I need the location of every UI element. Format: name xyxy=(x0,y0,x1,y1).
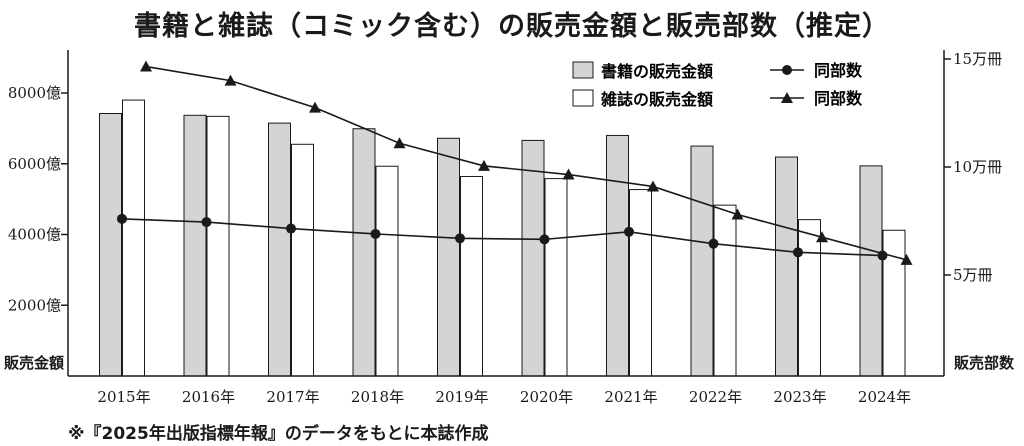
y-tick-label-left: 8000億 xyxy=(8,84,61,102)
magazine-copies-point xyxy=(900,253,913,265)
x-tick-label: 2022年 xyxy=(689,388,742,406)
magazine-sales-bar xyxy=(882,229,906,377)
book-copies-point xyxy=(539,234,550,245)
magazine-sales-bar xyxy=(798,219,821,377)
x-tick-label: 2021年 xyxy=(604,388,657,406)
book-sales-bar xyxy=(352,128,376,377)
x-tick-label: 2018年 xyxy=(351,388,404,406)
book-copies-point xyxy=(117,213,127,224)
magazine-copies-point xyxy=(393,137,406,149)
magazine-copies-point xyxy=(647,180,659,192)
book-sales-bar xyxy=(775,156,798,377)
legend-swatch xyxy=(572,89,594,107)
book-copies-point xyxy=(455,233,465,244)
magazine-copies-point xyxy=(224,74,237,86)
footnote: ※『2025年出版指標年報』のデータをもとに本誌作成 xyxy=(68,424,489,444)
legend-label: 雑誌の販売金額 xyxy=(600,90,713,109)
book-sales-bar xyxy=(859,165,883,377)
magazine-sales-bar xyxy=(291,143,314,377)
x-tick-label: 2024年 xyxy=(858,388,911,406)
legend-label: 同部数 xyxy=(814,61,863,80)
book-copies-point xyxy=(877,250,888,261)
magazine-sales-bar xyxy=(122,99,145,377)
magazine-copies-point xyxy=(816,231,828,243)
book-copies-point xyxy=(793,247,803,258)
magazine-copies-point xyxy=(140,60,152,72)
x-tick-label: 2015年 xyxy=(97,388,150,406)
x-tick-label: 2019年 xyxy=(435,388,488,406)
y-tick-label-right: 15万冊 xyxy=(953,50,1002,68)
y-tick-label-right: 5万冊 xyxy=(953,266,993,284)
chart-title: 書籍と雑誌（コミック含む）の販売金額と販売部数（推定） xyxy=(134,11,890,42)
book-sales-bar xyxy=(183,114,207,377)
magazine-sales-bar xyxy=(544,178,568,377)
legend-swatch xyxy=(572,61,594,79)
book-sales-bar xyxy=(521,139,545,377)
y-tick-label-left: 2000億 xyxy=(8,296,61,314)
magazine-sales-bar xyxy=(375,165,399,377)
magazine-copies-point xyxy=(309,101,321,113)
magazine-sales-bar xyxy=(629,189,652,377)
x-tick-label: 2016年 xyxy=(182,388,235,406)
y-tick-label-right: 10万冊 xyxy=(953,158,1002,176)
book-sales-bar xyxy=(690,145,714,377)
x-tick-label: 2017年 xyxy=(266,388,319,406)
y-tick-label-left: 6000億 xyxy=(8,155,61,173)
y-axis-label-right: 販売部数 xyxy=(954,354,1015,372)
y-axis-label-left: 販売金額 xyxy=(4,354,65,372)
book-copies-point xyxy=(624,226,634,237)
magazine-copies-point xyxy=(562,168,575,180)
book-copies-line xyxy=(121,218,883,257)
magazine-copies-point xyxy=(731,208,744,220)
legend-marker xyxy=(782,65,792,75)
y-tick-label-left: 4000億 xyxy=(8,226,61,244)
book-sales-bar xyxy=(268,122,291,377)
legend-marker xyxy=(781,92,793,103)
magazine-sales-bar xyxy=(460,175,483,377)
book-sales-bar xyxy=(99,113,122,377)
magazine-sales-bar xyxy=(206,115,230,377)
x-tick-label: 2020年 xyxy=(520,388,573,406)
x-tick-label: 2023年 xyxy=(773,388,826,406)
book-sales-bar xyxy=(437,137,460,377)
book-sales-bar xyxy=(606,134,629,377)
legend-label: 書籍の販売金額 xyxy=(601,62,713,81)
magazine-copies-line xyxy=(145,65,907,261)
book-copies-point xyxy=(286,223,296,234)
book-copies-point xyxy=(370,228,381,239)
book-copies-point xyxy=(201,217,212,228)
magazine-copies-point xyxy=(478,159,490,171)
magazine-sales-bar xyxy=(713,204,737,377)
book-copies-point xyxy=(708,238,719,249)
legend-label: 同部数 xyxy=(814,89,863,108)
